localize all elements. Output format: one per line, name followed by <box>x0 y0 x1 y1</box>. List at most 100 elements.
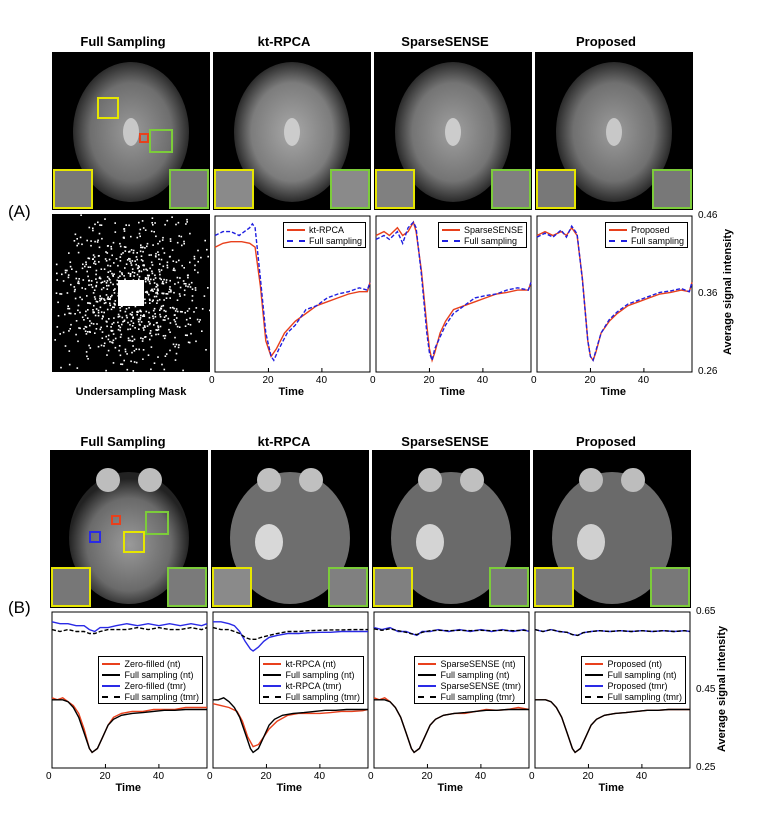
x-tick-label: 20 <box>423 375 435 386</box>
x-tick-label: 40 <box>637 375 650 386</box>
legend-entry: Full sampling (nt) <box>263 669 360 680</box>
x-axis-label: Time <box>600 386 626 398</box>
x-tick-label: 20 <box>584 375 596 386</box>
legend-entry: SparseSENSE (nt) <box>418 658 521 669</box>
series-line-full-sampling <box>214 222 371 362</box>
col-title-proposed-a: Proposed <box>576 34 636 49</box>
legend-swatch <box>263 684 282 687</box>
col-title-sparsesense-a: SparseSENSE <box>401 34 489 49</box>
legend-entry: SparseSENSE (tmr) <box>418 680 521 691</box>
legend-label: kt-RPCA (nt) <box>285 658 336 669</box>
roi-red-box <box>139 133 149 143</box>
legend-swatch <box>263 662 282 665</box>
series-line-full-sampling-tmr- <box>212 626 368 640</box>
legend-swatch <box>102 695 121 698</box>
series-line-kt-rpca <box>214 241 371 358</box>
col-title-kt-rpca-b: kt-RPCA <box>257 434 311 449</box>
x-axis-label: Time <box>276 782 302 794</box>
legend-label: Zero-filled (nt) <box>124 658 181 669</box>
legend-label: Full sampling <box>630 235 684 246</box>
legend-entry: kt-RPCA <box>286 224 362 235</box>
x-tick-label: 20 <box>260 771 272 782</box>
x-tick-label: 0 <box>46 771 52 782</box>
roi-green-box <box>149 129 173 153</box>
legend-swatch <box>418 673 437 676</box>
legend-swatch <box>263 695 282 698</box>
legend-entry: Zero-filled (tmr) <box>102 680 199 691</box>
legend-swatch <box>585 662 604 665</box>
series-line-zero-filled-tmr- <box>51 621 208 633</box>
x-tick-label: 40 <box>315 375 328 386</box>
x-tick-label: 20 <box>421 771 433 782</box>
legend-label: Full sampling (tmr) <box>607 691 682 702</box>
panel-label-a: (A) <box>8 202 31 221</box>
legend-label: Full sampling (nt) <box>440 669 510 680</box>
x-tick-label: 40 <box>476 375 489 386</box>
x-tick-label: 40 <box>152 771 165 782</box>
chart-legend: kt-RPCA (nt) Full sampling (nt) kt-RPCA (t… <box>259 656 364 704</box>
legend-swatch <box>418 662 437 665</box>
mri-sparsesense-b <box>372 450 530 608</box>
legend-label: Full sampling <box>308 235 362 246</box>
series-line-full-sampling-nt- <box>52 699 207 754</box>
chart-legend: Proposed Full sampling <box>604 222 688 248</box>
y-tick-label: 0.25 <box>696 762 716 773</box>
legend-label: Proposed <box>630 224 670 235</box>
mri-full-sampling-a <box>52 52 210 210</box>
y-axis-label-b: Average signal intensity <box>716 625 728 752</box>
col-title-sparsesense-b: SparseSENSE <box>401 434 489 449</box>
legend-swatch <box>286 228 305 231</box>
series-line-full-sampling-nt- <box>213 697 368 754</box>
mask-sample-points <box>54 214 210 372</box>
x-axis-label: Time <box>278 386 304 398</box>
x-tick-label: 40 <box>313 771 326 782</box>
legend-entry: Zero-filled (nt) <box>102 658 199 669</box>
legend-swatch <box>608 228 627 231</box>
legend-entry: Full sampling (nt) <box>585 669 682 680</box>
legend-swatch <box>102 673 121 676</box>
legend-label: Proposed (tmr) <box>607 680 668 691</box>
x-tick-label: 20 <box>262 375 274 386</box>
y-tick-label: 0.26 <box>698 366 718 377</box>
legend-swatch <box>286 239 305 242</box>
legend-label: Proposed (nt) <box>607 658 663 669</box>
legend-label: Full sampling (nt) <box>607 669 677 680</box>
legend-swatch <box>441 239 460 242</box>
chart-legend: Proposed (nt) Full sampling (nt) Proposed … <box>581 656 686 704</box>
x-tick-label: 0 <box>207 771 213 782</box>
x-tick-label: 40 <box>474 771 487 782</box>
x-axis-label: Time <box>439 386 465 398</box>
legend-entry: Proposed <box>608 224 684 235</box>
roi-yellow-box <box>97 97 119 119</box>
y-tick-label: 0.45 <box>696 684 716 695</box>
legend-swatch <box>418 684 437 687</box>
legend-label: SparseSENSE <box>463 224 523 235</box>
x-tick-label: 0 <box>370 375 376 386</box>
legend-label: Full sampling <box>463 235 517 246</box>
undersampling-mask <box>52 214 210 372</box>
chart-legend: kt-RPCA Full sampling <box>282 222 366 248</box>
roi-blue-box <box>89 531 101 543</box>
series-line-full-sampling-nt- <box>374 699 529 754</box>
col-title-kt-rpca-a: kt-RPCA <box>257 34 311 49</box>
legend-entry: Proposed (tmr) <box>585 680 682 691</box>
series-line-full-sampling <box>375 220 532 363</box>
legend-label: Zero-filled (tmr) <box>124 680 186 691</box>
col-title-full-sampling-b: Full Sampling <box>80 434 166 449</box>
legend-entry: Full sampling <box>441 235 523 246</box>
series-line-full-sampling-tmr- <box>373 628 530 636</box>
series-line-full-sampling-tmr- <box>51 626 208 635</box>
legend-label: Full sampling (nt) <box>124 669 194 680</box>
legend-swatch <box>441 228 460 231</box>
chart-legend: SparseSENSE Full sampling <box>437 222 527 248</box>
mri-full-sampling-b <box>50 450 208 608</box>
legend-label: Full sampling (nt) <box>285 669 355 680</box>
legend-label: Full sampling (tmr) <box>124 691 199 702</box>
x-tick-label: 40 <box>635 771 648 782</box>
legend-label: kt-RPCA (tmr) <box>285 680 342 691</box>
legend-entry: Full sampling <box>286 235 362 246</box>
chart-legend: Zero-filled (nt) Full sampling (nt) Zero-f… <box>98 656 203 704</box>
mri-sparsesense-a <box>374 52 532 210</box>
col-title-full-sampling-a: Full Sampling <box>80 34 166 49</box>
y-tick-label: 0.36 <box>698 288 718 299</box>
